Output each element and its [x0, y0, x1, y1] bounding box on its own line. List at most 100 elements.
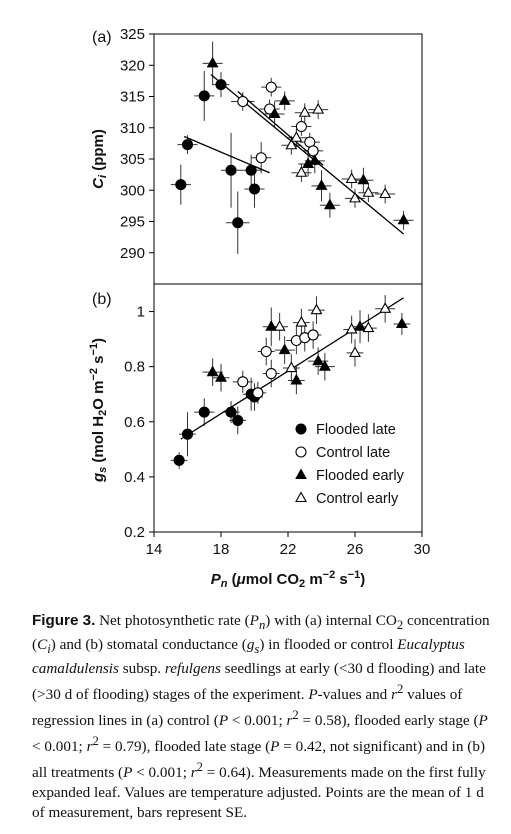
- data-point-filled-triangle: [323, 198, 336, 210]
- panel-a-y-ticks: 290 295 300 305 310 315 320 325: [120, 26, 154, 262]
- data-point-filled-triangle: [308, 154, 321, 165]
- caption-subscript: n: [258, 618, 266, 633]
- caption-italic: P: [270, 738, 280, 756]
- data-point-open-triangle: [349, 346, 361, 357]
- data-point-filled-triangle: [278, 94, 291, 105]
- data-point-open-circle: [265, 81, 277, 93]
- caption-italic: r: [86, 738, 93, 756]
- x-tick-label: 14: [146, 541, 163, 558]
- data-point-open-circle: [307, 329, 319, 341]
- data-point-filled-triangle: [357, 173, 370, 185]
- legend-marker-filled-triangle: [295, 468, 307, 479]
- panel-a-frame: [153, 33, 423, 285]
- data-point-filled-triangle: [215, 371, 227, 382]
- data-point-filled-circle: [215, 79, 227, 91]
- data-point-open-circle: [265, 368, 277, 380]
- data-point-open-circle: [255, 152, 267, 164]
- legend-label-flooded-late: Flooded late: [316, 422, 396, 438]
- legend-item-control-late: Control late: [295, 445, 390, 461]
- legend-label-control-early: Control early: [316, 491, 399, 507]
- y-tick-label: 0.4: [124, 469, 145, 486]
- panel-a-label: (a): [92, 29, 112, 46]
- x-tick-label: 30: [414, 541, 431, 558]
- legend-item-flooded-early: Flooded early: [295, 468, 405, 484]
- y-tick-label: 290: [120, 245, 145, 262]
- data-point-filled-triangle: [278, 343, 291, 355]
- data-point-open-circle: [295, 120, 307, 133]
- panel-a: (a) 290 295 300 305 310 315 320 325 Ci (ppm): [90, 26, 423, 285]
- y-tick-label: 0.8: [124, 359, 145, 376]
- panel-b-y-axis-title: gs (mol H2O m−2 s−1): [88, 338, 109, 483]
- data-point-open-triangle: [285, 138, 298, 150]
- data-point-filled-triangle: [268, 107, 281, 119]
- caption-italic: P: [478, 712, 488, 730]
- caption-text: = 0.58), flooded early stage (: [298, 712, 479, 730]
- data-point-filled-triangle: [315, 179, 328, 190]
- data-point-filled-circle: [232, 217, 244, 229]
- caption-italic: r: [286, 712, 293, 730]
- data-point-open-triangle: [295, 166, 308, 177]
- x-axis-ticks: 14 18 22 26 30: [146, 532, 431, 558]
- y-tick-label: 295: [120, 214, 145, 231]
- y-tick-label: 1: [137, 304, 145, 321]
- data-point-open-circle: [237, 376, 249, 388]
- caption-superscript: 2: [196, 760, 203, 775]
- data-point-filled-circle: [198, 90, 210, 102]
- y-tick-label: 320: [120, 57, 145, 74]
- data-point-filled-circle: [225, 164, 237, 176]
- data-point-open-circle: [237, 95, 249, 108]
- caption-text: = 0.42, not significant) and in (b) all …: [32, 738, 485, 782]
- y-tick-label: 0.2: [124, 524, 145, 541]
- data-point-filled-circle: [173, 454, 185, 466]
- legend-item-flooded-late: Flooded late: [295, 422, 396, 438]
- data-point-open-triangle: [379, 302, 392, 313]
- data-point-filled-triangle: [397, 213, 410, 225]
- data-point-open-triangle: [345, 322, 358, 334]
- data-point-filled-triangle: [312, 354, 325, 366]
- caption-italic: r: [190, 764, 197, 782]
- caption-text: values of regression lines in (a) contro…: [32, 686, 463, 730]
- data-point-filled-triangle: [395, 317, 408, 329]
- caption-species: Eucalyptus camaldulensis: [32, 636, 465, 678]
- data-point-filled-circle: [175, 179, 187, 191]
- legend-marker-filled-circle: [295, 423, 307, 435]
- legend-label-control-late: Control late: [316, 445, 390, 461]
- panel-b-label: (b): [92, 291, 112, 308]
- caption-subscript: s: [254, 642, 260, 657]
- x-tick-label: 26: [347, 541, 364, 558]
- data-point-open-triangle: [295, 315, 308, 327]
- caption-italic: r: [391, 686, 397, 704]
- data-point-filled-circle: [232, 414, 244, 426]
- caption-text: = 0.64). Measurements made on the first …: [32, 764, 486, 822]
- caption-superscript: 2: [92, 734, 99, 749]
- data-point-open-triangle: [362, 186, 375, 197]
- caption-italic: g: [246, 636, 255, 654]
- y-tick-label: 305: [120, 151, 145, 168]
- data-point-open-circle: [252, 387, 264, 399]
- caption-text: concentration (: [32, 612, 490, 654]
- data-point-filled-circle: [245, 164, 257, 176]
- data-point-open-circle: [307, 145, 319, 157]
- caption-text: Net photosynthetic rate (: [95, 612, 250, 629]
- panel-b-y-ticks: 0.2 0.4 0.6 0.8 1: [124, 304, 154, 541]
- data-point-filled-circle: [181, 428, 194, 440]
- caption-italic: P: [218, 712, 229, 730]
- caption-subscript: 2: [396, 618, 404, 633]
- caption-italic: P: [123, 764, 133, 782]
- legend-label-flooded-early: Flooded early: [316, 468, 405, 484]
- caption-italic: P: [249, 612, 259, 629]
- data-point-filled-triangle: [206, 56, 219, 68]
- y-tick-label: 315: [120, 89, 145, 106]
- caption-text: ) in flooded or control: [259, 636, 398, 654]
- data-point-open-triangle: [345, 172, 358, 184]
- figure-caption: Figure 3. Net photosynthetic rate (Pn) w…: [32, 611, 500, 823]
- panel-a-plot-area: [170, 41, 414, 254]
- x-axis-title: Pn (μmol CO2 m−2 s−1): [211, 569, 366, 590]
- data-point-open-triangle: [285, 361, 298, 373]
- data-point-filled-triangle: [290, 373, 303, 385]
- data-point-filled-triangle: [354, 320, 366, 331]
- caption-text: subsp.: [118, 660, 165, 678]
- data-point-open-triangle: [273, 320, 286, 331]
- legend-marker-open-triangle: [295, 491, 307, 503]
- caption-text: -values and: [317, 686, 392, 704]
